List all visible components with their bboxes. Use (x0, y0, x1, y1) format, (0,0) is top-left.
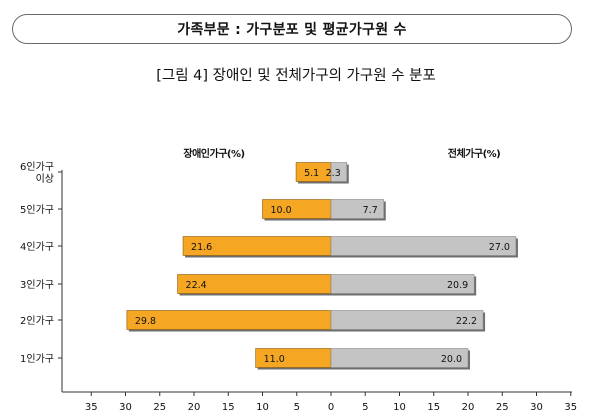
bar-all-households (330, 199, 385, 219)
x-tick-label: 5 (294, 402, 300, 413)
bar-disabled-households (126, 310, 332, 330)
value-label-all-households: 27.0 (489, 242, 510, 253)
series-label-all-households: 전체가구(%) (448, 147, 500, 160)
x-tick-label: 35 (564, 402, 577, 413)
x-tick-label: 30 (530, 402, 543, 413)
bar-all-households (330, 236, 517, 256)
value-label-all-households: 20.0 (441, 354, 462, 365)
bar-all-households (330, 310, 484, 330)
value-label-all-households: 2.3 (326, 168, 341, 179)
value-label-disabled-households: 21.6 (191, 242, 212, 253)
figure-title: [그림 4] 장애인 및 전체가구의 가구원 수 분포 (156, 68, 436, 84)
x-tick-label: 35 (85, 402, 98, 413)
category-label: 이상 (36, 173, 54, 185)
x-tick-label: 25 (153, 402, 166, 413)
x-tick-label: 25 (496, 402, 509, 413)
x-tick-label: 5 (362, 402, 368, 413)
series-label-disabled-households: 장애인가구(%) (183, 147, 244, 160)
category-label: 5인가구 (20, 204, 54, 216)
chart-labels: 장애인가구(%) 전체가구(%) 5.1 2.3 10.0 7.7 21.6 27.0 22.4… (135, 147, 510, 365)
x-tick-label: 20 (462, 402, 475, 413)
value-label-all-households: 7.7 (363, 205, 378, 216)
category-label: 4인가구 (20, 241, 54, 253)
value-label-disabled-households: 5.1 (304, 168, 319, 179)
x-tick-label: 20 (188, 402, 201, 413)
x-tick-label: 15 (222, 402, 235, 413)
value-label-disabled-households: 10.0 (271, 205, 292, 216)
value-label-all-households: 22.2 (456, 316, 477, 327)
x-tick-label: 10 (393, 402, 406, 413)
x-tick-label: 0 (328, 402, 334, 413)
x-tick-label: 10 (256, 402, 269, 413)
category-label: 6인가구 (20, 161, 54, 173)
section-header-text: 가족부문 : 가구분포 및 평균가구원 수 (177, 22, 407, 38)
category-label: 2인가구 (20, 315, 54, 327)
x-tick-label: 15 (427, 402, 440, 413)
bar-all-households (330, 348, 469, 368)
value-label-disabled-households: 11.0 (264, 354, 285, 365)
category-label: 1인가구 (20, 353, 54, 365)
bar-all-households (330, 274, 475, 294)
x-tick-label: 30 (119, 402, 132, 413)
value-label-disabled-households: 22.4 (186, 280, 207, 291)
value-label-all-households: 20.9 (447, 280, 468, 291)
chart-bars (126, 162, 518, 370)
category-label: 3인가구 (20, 279, 54, 291)
value-label-disabled-households: 29.8 (135, 316, 156, 327)
section-header: 가족부문 : 가구분포 및 평균가구원 수 (12, 14, 572, 44)
bar-all-households (330, 162, 348, 182)
